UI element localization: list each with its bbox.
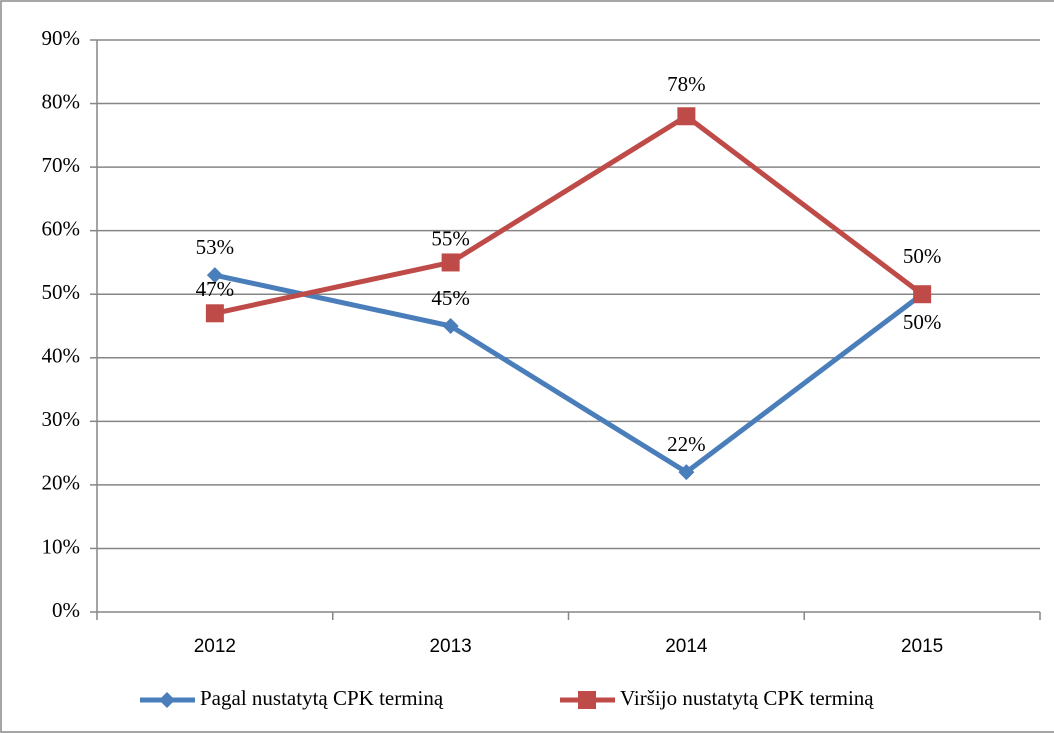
marker [678, 464, 695, 481]
data-label: 78% [667, 72, 706, 96]
data-label: 55% [431, 226, 470, 250]
marker [205, 304, 224, 323]
marker [677, 107, 696, 126]
legend-label: Pagal nustatytą CPK terminą [200, 686, 444, 710]
x-tick-label: 2012 [194, 636, 236, 657]
data-label: 22% [667, 432, 706, 456]
marker [441, 253, 460, 272]
x-tick-label: 2013 [429, 636, 471, 657]
data-label: 50% [903, 310, 942, 334]
y-tick-label: 30% [42, 407, 81, 431]
legend-marker [159, 692, 175, 708]
y-tick-label: 50% [42, 280, 81, 304]
y-tick-label: 70% [42, 153, 81, 177]
y-tick-label: 80% [42, 89, 81, 113]
y-tick-label: 10% [42, 534, 81, 558]
data-label: 53% [196, 235, 235, 259]
series-line [214, 272, 924, 475]
y-tick-label: 60% [42, 216, 81, 240]
data-label: 47% [196, 277, 235, 301]
data-label: 50% [903, 244, 942, 268]
x-tick-label: 2015 [901, 636, 943, 657]
legend-label: Viršijo nustatytą CPK terminą [620, 686, 874, 710]
marker [206, 267, 223, 284]
legend-marker [578, 691, 596, 709]
series-line [214, 113, 924, 316]
data-label: 45% [431, 286, 470, 310]
y-tick-label: 90% [42, 26, 81, 50]
y-tick-label: 40% [42, 344, 81, 368]
y-tick-label: 0% [52, 598, 80, 622]
marker [913, 285, 932, 304]
marker [442, 318, 459, 334]
y-tick-label: 20% [42, 471, 81, 495]
x-tick-label: 2014 [665, 636, 708, 657]
